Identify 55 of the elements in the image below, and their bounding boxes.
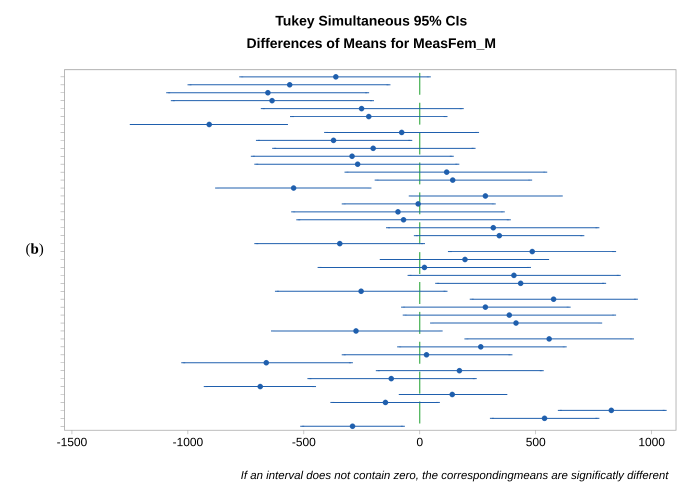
point bbox=[350, 423, 356, 430]
point bbox=[333, 74, 339, 80]
point bbox=[382, 400, 388, 406]
point bbox=[395, 209, 401, 215]
point bbox=[462, 256, 468, 262]
point bbox=[529, 248, 536, 254]
point bbox=[265, 90, 271, 96]
chart-title: Tukey Simultaneous 95% CIs bbox=[275, 15, 467, 28]
x-tick-label: -1000 bbox=[173, 438, 203, 446]
point bbox=[330, 138, 336, 144]
point bbox=[422, 264, 428, 270]
point bbox=[456, 368, 462, 374]
point bbox=[482, 193, 488, 199]
point bbox=[388, 376, 394, 382]
point bbox=[269, 98, 275, 104]
point bbox=[608, 408, 614, 414]
point bbox=[449, 392, 456, 398]
point bbox=[290, 185, 296, 191]
point bbox=[450, 177, 456, 183]
point bbox=[546, 336, 552, 342]
point bbox=[336, 240, 343, 246]
point bbox=[370, 146, 376, 152]
point bbox=[349, 153, 355, 160]
point bbox=[358, 106, 364, 112]
point bbox=[444, 169, 450, 175]
point bbox=[366, 114, 372, 120]
point bbox=[518, 280, 524, 286]
point bbox=[354, 161, 360, 167]
text: If an interval does not contain zero, the correspondingmeans are significatly different bbox=[241, 470, 669, 482]
point bbox=[490, 224, 496, 231]
point bbox=[550, 296, 556, 302]
x-tick-label: 1000 bbox=[639, 438, 664, 446]
point bbox=[415, 201, 421, 207]
point bbox=[496, 232, 502, 238]
point bbox=[513, 320, 519, 326]
point bbox=[286, 82, 292, 88]
point bbox=[206, 122, 212, 128]
x-tick-label: 0 bbox=[416, 438, 423, 446]
point bbox=[358, 288, 364, 294]
chart-subtitle: Differences of Means for MeasFem_M bbox=[247, 38, 496, 50]
text: (b) bbox=[26, 243, 44, 257]
x-tick-label: 500 bbox=[526, 438, 546, 446]
point bbox=[542, 416, 548, 422]
point bbox=[263, 360, 270, 366]
point bbox=[506, 312, 512, 318]
point bbox=[398, 130, 404, 136]
point bbox=[353, 328, 359, 334]
point bbox=[400, 217, 406, 223]
point bbox=[482, 304, 488, 310]
point bbox=[257, 384, 264, 390]
x-tick-label: -500 bbox=[292, 438, 316, 446]
x-tick-label: -1500 bbox=[57, 438, 87, 446]
point bbox=[511, 272, 517, 278]
point bbox=[478, 344, 484, 350]
point bbox=[424, 352, 430, 358]
